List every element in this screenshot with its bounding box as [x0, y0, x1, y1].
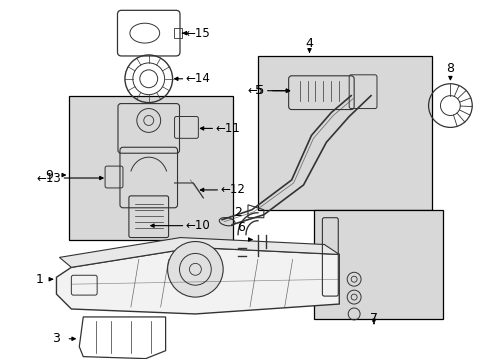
Text: 6: 6 [237, 221, 244, 234]
Text: 2: 2 [234, 206, 242, 219]
Polygon shape [56, 247, 339, 314]
Text: ←5: ←5 [247, 84, 264, 97]
Text: 9: 9 [45, 168, 53, 181]
Text: ←12: ←12 [220, 184, 244, 197]
Text: 7: 7 [369, 312, 377, 325]
Bar [314, 210, 443, 319]
Bar [257, 56, 431, 210]
Text: 8: 8 [446, 62, 453, 75]
Text: ←11: ←11 [215, 122, 240, 135]
Polygon shape [60, 238, 339, 267]
Circle shape [167, 242, 223, 297]
Text: 1: 1 [36, 273, 43, 286]
Text: ←15: ←15 [185, 27, 210, 40]
Bar [174, 28, 182, 38]
Bar [69, 96, 233, 239]
Text: ←13: ←13 [37, 171, 61, 185]
Text: 4: 4 [305, 37, 313, 50]
Text: ←14: ←14 [185, 72, 210, 85]
Text: 3: 3 [52, 332, 61, 345]
Text: ←10: ←10 [185, 219, 210, 232]
Text: 5: 5 [254, 84, 263, 97]
